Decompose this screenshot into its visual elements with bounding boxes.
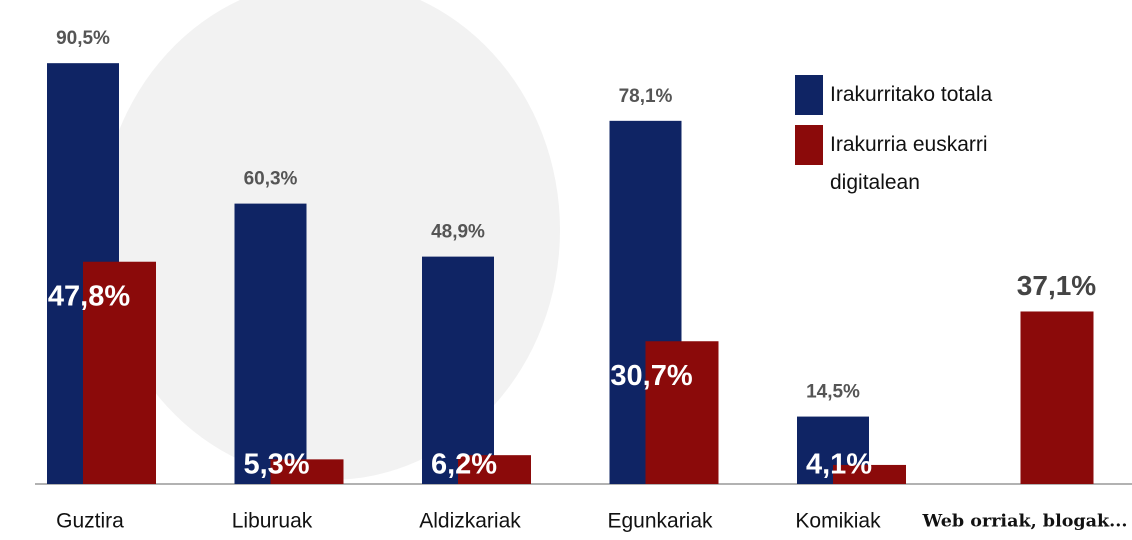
x-tick-label: Guztira <box>56 510 124 533</box>
value-label: 5,3% <box>243 449 309 481</box>
legend-label: Irakurria euskarri digitalean <box>830 133 988 194</box>
x-tick-label: Web orriak, blogak... <box>921 512 1127 532</box>
bar <box>458 455 531 484</box>
x-tick-label: Liburuak <box>232 510 313 533</box>
x-tick-label: Aldizkariak <box>419 510 521 533</box>
bar <box>234 203 307 485</box>
x-tick-label: Egunkariak <box>607 510 713 533</box>
bar <box>422 256 494 484</box>
value-label: 4,1% <box>806 449 872 481</box>
value-label: 37,1% <box>1017 270 1096 301</box>
value-label: 30,7% <box>610 360 692 392</box>
value-label: 6,2% <box>431 449 497 481</box>
value-label: 60,3% <box>244 169 298 190</box>
value-label: 48,9% <box>431 222 485 243</box>
value-label: 78,1% <box>619 86 673 107</box>
x-tick-label: Komikiak <box>795 510 881 533</box>
legend-swatch <box>795 125 823 165</box>
bar <box>833 464 906 484</box>
value-label: 47,8% <box>48 280 130 312</box>
bar <box>270 459 344 484</box>
bar <box>645 341 719 484</box>
value-label: 90,5% <box>56 28 110 49</box>
legend-swatch <box>795 75 823 115</box>
value-label: 14,5% <box>806 382 860 403</box>
bar <box>83 261 156 484</box>
legend-label: Irakurritako totala <box>830 83 993 106</box>
bar <box>1020 311 1094 484</box>
